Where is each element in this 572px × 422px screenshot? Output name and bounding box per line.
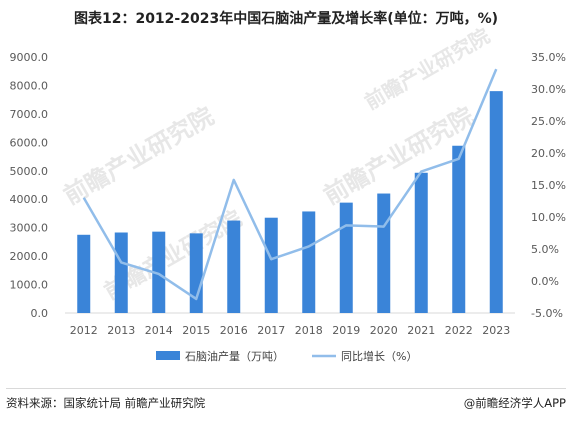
legend: 石脑油产量（万吨） 同比增长（%）: [156, 349, 417, 363]
x-axis-tick-label: 2022: [445, 324, 473, 337]
x-axis-tick-label: 2013: [107, 324, 135, 337]
chart-title: 图表12：2012-2023年中国石脑油产量及增长率(单位：万吨，%): [73, 11, 499, 27]
bar-2019: [339, 202, 353, 313]
x-axis-tick-label: 2021: [407, 324, 435, 337]
left-axis-tick-label: 4000.0: [10, 193, 49, 206]
x-axis-ticks: 2012 2013 2014 2015 2016 2017 2018 2019 2020 2021…: [70, 324, 511, 337]
bar-2012: [77, 234, 91, 313]
bar-2023: [489, 91, 503, 313]
right-axis-tick-label: 15.0%: [531, 179, 566, 192]
watermark-text: 前瞻产业研究院: [361, 24, 494, 115]
bar-2016: [227, 220, 241, 313]
left-axis-tick-label: 6000.0: [10, 136, 49, 149]
footer-divider: [6, 388, 566, 389]
right-axis-tick-label: 5.0%: [531, 243, 559, 256]
right-axis-tick-label: 10.0%: [531, 211, 566, 224]
bar-2017: [264, 217, 278, 313]
x-axis-tick-label: 2016: [220, 324, 248, 337]
right-axis-tick-label: 0.0%: [531, 275, 559, 288]
right-axis-tick-label: -5.0%: [531, 307, 563, 320]
right-axis-ticks: -5.0% 0.0% 5.0% 10.0% 15.0% 20.0% 25.0% 30.0% 35…: [531, 51, 566, 320]
bar-2015: [189, 233, 203, 313]
left-axis-tick-label: 9000.0: [10, 51, 49, 64]
legend-bar-label: 石脑油产量（万吨）: [185, 349, 284, 363]
x-axis-tick-label: 2019: [332, 324, 360, 337]
left-axis-tick-label: 2000.0: [10, 250, 49, 263]
left-axis-tick-label: 7000.0: [10, 108, 49, 121]
left-axis-tick-label: 1000.0: [10, 279, 49, 292]
right-axis-tick-label: 25.0%: [531, 115, 566, 128]
bar-2022: [452, 145, 466, 313]
x-axis-tick-label: 2017: [257, 324, 285, 337]
left-axis-tick-label: 0.0: [31, 307, 49, 320]
x-axis-tick-label: 2018: [295, 324, 323, 337]
left-axis-tick-label: 5000.0: [10, 165, 49, 178]
legend-line-label: 同比增长（%）: [341, 349, 417, 363]
x-axis-tick-label: 2014: [145, 324, 173, 337]
source-note: 资料来源：国家统计局 前瞻产业研究院: [6, 396, 206, 410]
left-axis-tick-label: 3000.0: [10, 222, 49, 235]
right-axis-tick-label: 35.0%: [531, 51, 566, 64]
x-axis-tick-label: 2015: [182, 324, 210, 337]
x-axis-tick-label: 2020: [370, 324, 398, 337]
right-axis-tick-label: 30.0%: [531, 83, 566, 96]
watermark-text: 前瞻产业研究院: [59, 102, 218, 210]
bar-2020: [377, 193, 391, 313]
bar-2013: [114, 232, 128, 313]
bar-2018: [302, 211, 316, 313]
left-axis-tick-label: 8000.0: [10, 79, 49, 92]
x-axis-tick-label: 2023: [482, 324, 510, 337]
right-axis-tick-label: 20.0%: [531, 147, 566, 160]
x-axis-tick-label: 2012: [70, 324, 98, 337]
left-axis-ticks: 0.0 1000.0 2000.0 3000.0 4000.0 5000.0 6000.0 7…: [10, 51, 49, 320]
legend-bar-swatch: [156, 351, 180, 360]
brand-credit: @前瞻经济学人APP: [463, 396, 566, 410]
growth-line: [82, 68, 498, 301]
bar-2014: [152, 231, 166, 313]
bar-2021: [414, 172, 428, 313]
